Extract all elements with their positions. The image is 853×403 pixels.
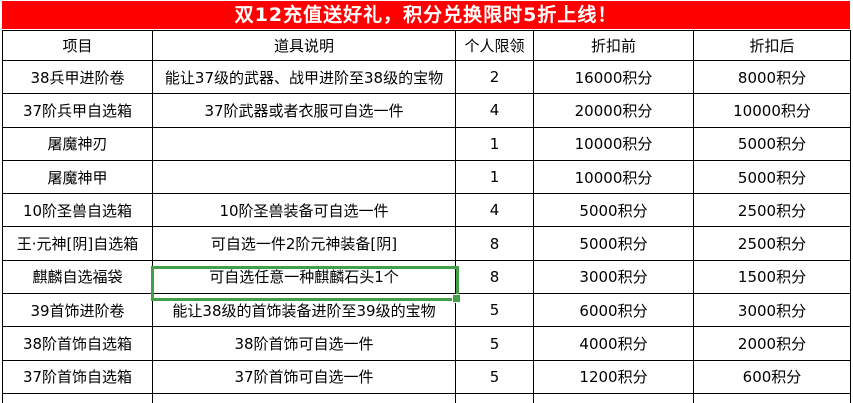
cell-limit[interactable]: 4 bbox=[455, 193, 534, 228]
cell-desc[interactable]: 37阶武器或者衣服可自选一件 bbox=[152, 93, 456, 128]
cell-empty[interactable] bbox=[533, 392, 694, 403]
table-row: 10阶圣兽自选箱 10阶圣兽装备可自选一件 4 5000积分 2500积分 bbox=[2, 193, 851, 228]
col-header-item[interactable]: 项目 bbox=[2, 30, 153, 61]
cell-after[interactable]: 600积分 bbox=[693, 359, 851, 394]
rewards-table: 项目 道具说明 个人限领 折扣前 折扣后 38兵甲进阶卷 能让37级的武器、战甲… bbox=[2, 30, 851, 403]
cell-after[interactable]: 8000积分 bbox=[693, 59, 851, 95]
cell-item[interactable]: 37阶首饰自选箱 bbox=[2, 359, 153, 394]
table-row: 屠魔神刃 1 10000积分 5000积分 bbox=[2, 126, 851, 161]
cell-limit[interactable]: 2 bbox=[455, 59, 534, 95]
cell-limit[interactable]: 8 bbox=[455, 226, 534, 261]
col-header-before[interactable]: 折扣前 bbox=[533, 30, 694, 61]
cell-after[interactable]: 2500积分 bbox=[693, 226, 851, 261]
cell-before[interactable]: 3000积分 bbox=[533, 259, 694, 295]
cell-after[interactable]: 2500积分 bbox=[693, 193, 851, 228]
cell-item[interactable]: 37阶兵甲自选箱 bbox=[2, 93, 153, 128]
cell-before[interactable]: 5000积分 bbox=[533, 193, 694, 228]
col-header-desc[interactable]: 道具说明 bbox=[152, 30, 456, 61]
cell-after[interactable]: 10000积分 bbox=[693, 93, 851, 128]
cell-after[interactable]: 5000积分 bbox=[693, 126, 851, 161]
cell-empty[interactable] bbox=[152, 392, 456, 403]
header-row: 项目 道具说明 个人限领 折扣前 折扣后 bbox=[2, 30, 851, 61]
selection-box[interactable] bbox=[151, 266, 461, 303]
cell-limit[interactable]: 4 bbox=[455, 93, 534, 128]
cell-limit[interactable]: 5 bbox=[455, 326, 534, 361]
cell-before[interactable]: 10000积分 bbox=[533, 126, 694, 161]
cell-desc[interactable] bbox=[152, 126, 456, 161]
cell-empty[interactable] bbox=[693, 392, 851, 403]
table-row-selected: 麒麟自选福袋 可自选任意一种麒麟石头1个 8 3000积分 1500积分 bbox=[2, 259, 851, 295]
cell-item[interactable]: 38兵甲进阶卷 bbox=[2, 59, 153, 95]
cell-item[interactable]: 屠魔神甲 bbox=[2, 159, 153, 195]
cell-desc[interactable]: 10阶圣兽装备可自选一件 bbox=[152, 193, 456, 228]
cell-limit[interactable]: 5 bbox=[455, 359, 534, 394]
cell-before[interactable]: 20000积分 bbox=[533, 93, 694, 128]
rewards-table-wrap: 项目 道具说明 个人限领 折扣前 折扣后 38兵甲进阶卷 能让37级的武器、战甲… bbox=[2, 30, 853, 403]
col-header-after[interactable]: 折扣后 bbox=[693, 30, 851, 61]
table-row: 39首饰进阶卷 能让38级的首饰装备进阶至39级的宝物 5 6000积分 300… bbox=[2, 293, 851, 328]
table-row: 王·元神[阴]自选箱 可自选一件2阶元神装备[阴] 8 5000积分 2500积… bbox=[2, 226, 851, 261]
cell-limit[interactable]: 1 bbox=[455, 126, 534, 161]
cell-after[interactable]: 3000积分 bbox=[693, 293, 851, 328]
cell-empty[interactable] bbox=[455, 392, 534, 403]
cell-limit[interactable]: 1 bbox=[455, 159, 534, 195]
cell-item[interactable]: 39首饰进阶卷 bbox=[2, 293, 153, 328]
cell-desc[interactable] bbox=[152, 159, 456, 195]
cell-before[interactable]: 6000积分 bbox=[533, 293, 694, 328]
cell-empty[interactable] bbox=[2, 392, 153, 403]
cell-item[interactable]: 麒麟自选福袋 bbox=[2, 259, 153, 295]
cell-desc[interactable]: 可自选一件2阶元神装备[阴] bbox=[152, 226, 456, 261]
table-row: 37阶兵甲自选箱 37阶武器或者衣服可自选一件 4 20000积分 10000积… bbox=[2, 93, 851, 128]
cell-after[interactable]: 1500积分 bbox=[693, 259, 851, 295]
cell-limit[interactable]: 5 bbox=[455, 293, 534, 328]
table-row: 38阶首饰自选箱 38阶首饰可自选一件 5 4000积分 2000积分 bbox=[2, 326, 851, 361]
partial-row bbox=[2, 392, 851, 403]
cell-desc[interactable]: 能让37级的武器、战甲进阶至38级的宝物 bbox=[152, 59, 456, 95]
cell-item[interactable]: 屠魔神刃 bbox=[2, 126, 153, 161]
cell-item[interactable]: 10阶圣兽自选箱 bbox=[2, 193, 153, 228]
cell-after[interactable]: 5000积分 bbox=[693, 159, 851, 195]
cell-before[interactable]: 16000积分 bbox=[533, 59, 694, 95]
cell-before[interactable]: 1200积分 bbox=[533, 359, 694, 394]
table-row: 38兵甲进阶卷 能让37级的武器、战甲进阶至38级的宝物 2 16000积分 8… bbox=[2, 59, 851, 95]
cell-before[interactable]: 4000积分 bbox=[533, 326, 694, 361]
cell-desc[interactable]: 37阶首饰可自选一件 bbox=[152, 359, 456, 394]
cell-limit[interactable]: 8 bbox=[455, 259, 534, 295]
cell-before[interactable]: 5000积分 bbox=[533, 226, 694, 261]
table-row: 37阶首饰自选箱 37阶首饰可自选一件 5 1200积分 600积分 bbox=[2, 359, 851, 394]
promo-banner: 双12充值送好礼，积分兑换限时5折上线！ bbox=[2, 1, 850, 29]
cell-before[interactable]: 10000积分 bbox=[533, 159, 694, 195]
cell-after[interactable]: 2000积分 bbox=[693, 326, 851, 361]
cell-item[interactable]: 王·元神[阴]自选箱 bbox=[2, 226, 153, 261]
col-header-limit[interactable]: 个人限领 bbox=[455, 30, 534, 61]
cell-desc[interactable]: 38阶首饰可自选一件 bbox=[152, 326, 456, 361]
fill-handle[interactable] bbox=[452, 294, 461, 303]
table-row: 屠魔神甲 1 10000积分 5000积分 bbox=[2, 159, 851, 195]
cell-item[interactable]: 38阶首饰自选箱 bbox=[2, 326, 153, 361]
